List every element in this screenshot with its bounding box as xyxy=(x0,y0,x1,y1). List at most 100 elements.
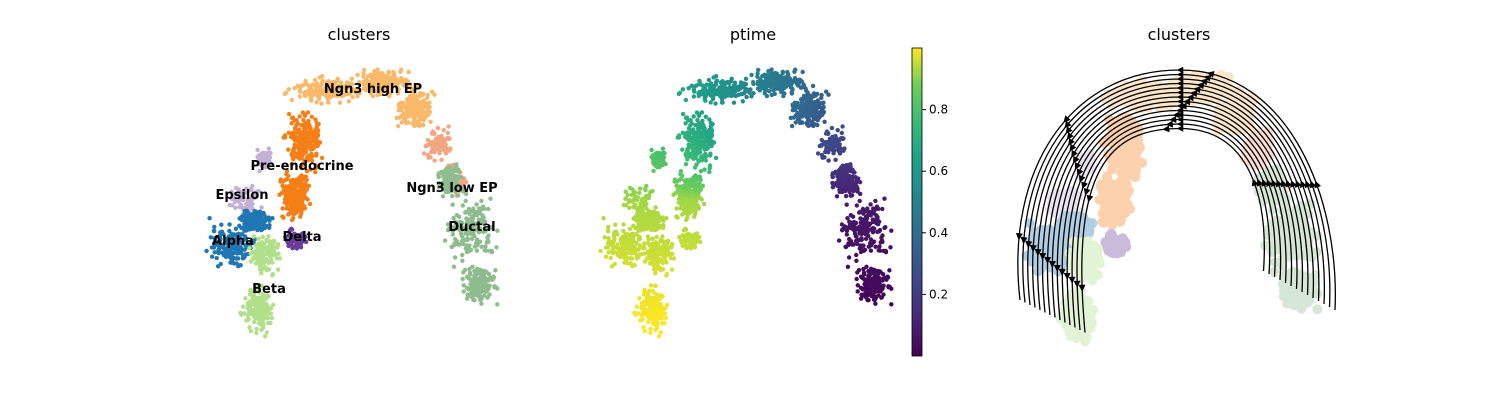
cell-point xyxy=(403,113,408,118)
cell-point xyxy=(281,187,287,192)
cell-point xyxy=(639,224,645,229)
cell-point xyxy=(306,158,311,163)
cell-point xyxy=(265,316,270,321)
cell-point xyxy=(603,254,609,259)
cell-point xyxy=(229,260,235,265)
cell-point xyxy=(318,83,323,89)
cell-point xyxy=(218,230,223,235)
cell-point xyxy=(606,250,611,255)
cell-point xyxy=(474,202,479,207)
cell-point xyxy=(792,76,798,81)
cell-point xyxy=(664,273,669,278)
cell-point xyxy=(660,294,665,299)
cell-point xyxy=(793,105,798,111)
cell-point xyxy=(292,153,298,158)
cell-point xyxy=(248,328,253,334)
cell-point xyxy=(410,121,416,127)
cell-point xyxy=(781,85,786,90)
cell-point xyxy=(638,202,644,207)
cell-point xyxy=(698,169,704,174)
cell-point xyxy=(423,101,429,106)
cell-point xyxy=(649,251,655,256)
cell-point xyxy=(640,300,645,305)
cell-point xyxy=(292,245,297,250)
cell-point xyxy=(489,248,494,254)
cell-point xyxy=(221,245,226,250)
cell-point xyxy=(787,76,793,81)
cell-point xyxy=(813,102,819,108)
cell-point xyxy=(319,155,325,161)
cell-point xyxy=(278,179,283,184)
cell-point xyxy=(488,196,493,201)
cell-point xyxy=(268,252,273,258)
cell-point xyxy=(471,297,476,303)
cell-point xyxy=(270,302,276,308)
cell-point xyxy=(371,81,376,87)
cell-point xyxy=(793,67,798,72)
cell-point xyxy=(696,196,701,201)
cell-point xyxy=(361,74,366,79)
cell-point xyxy=(288,178,293,183)
cell-point xyxy=(700,88,705,93)
cell-point xyxy=(873,301,878,306)
cell-point xyxy=(789,91,795,96)
cell-point xyxy=(432,147,438,152)
cell-point xyxy=(265,158,270,163)
cell-point xyxy=(704,138,710,144)
cell-point xyxy=(846,181,852,186)
cell-point xyxy=(450,202,455,207)
cell-point xyxy=(445,130,450,136)
cell-point xyxy=(608,255,613,261)
cell-point xyxy=(226,247,231,252)
cell-point xyxy=(862,272,867,277)
cell-point xyxy=(662,150,667,156)
cell-point xyxy=(659,158,664,163)
cell-point xyxy=(748,87,753,92)
cell-point xyxy=(639,304,644,310)
cell-point xyxy=(280,214,285,219)
cell-point xyxy=(889,302,894,307)
cell-point xyxy=(642,328,647,334)
cell-point xyxy=(286,147,291,152)
cell-point xyxy=(393,76,399,81)
cell-point xyxy=(854,252,859,258)
cell-point xyxy=(642,259,648,264)
cell-point xyxy=(463,209,469,215)
cell-point xyxy=(349,76,355,82)
cell-point xyxy=(384,75,390,81)
cell-point xyxy=(399,67,404,72)
cell-point xyxy=(256,295,261,301)
cell-point xyxy=(289,162,295,167)
cell-point xyxy=(306,88,311,93)
cell-point xyxy=(375,67,380,72)
cell-point xyxy=(314,134,320,139)
cell-point xyxy=(631,263,636,268)
cell-point xyxy=(884,277,889,282)
cell-point xyxy=(309,114,314,120)
cell-point xyxy=(250,308,255,313)
cell-point xyxy=(871,285,876,290)
cell-point xyxy=(289,217,295,223)
cell-point xyxy=(212,236,217,241)
cell-point xyxy=(247,325,252,330)
cell-point xyxy=(803,86,808,91)
cell-point xyxy=(248,259,254,264)
cell-point xyxy=(764,73,770,78)
cell-point xyxy=(237,234,242,240)
cell-point xyxy=(889,228,894,233)
cell-point xyxy=(661,245,666,250)
cell-point xyxy=(840,124,845,129)
cell-point xyxy=(401,83,407,88)
cell-point xyxy=(605,245,611,250)
cell-point xyxy=(866,209,871,214)
panel-ptime: ptime 0.20.40.60.8 xyxy=(598,25,948,357)
cell-point xyxy=(219,222,224,227)
cell-point xyxy=(229,196,234,201)
cell-point xyxy=(430,89,435,94)
cell-point xyxy=(313,169,318,175)
cell-point xyxy=(241,195,247,200)
cell-point xyxy=(307,123,312,128)
cell-point xyxy=(641,292,647,297)
cell-point xyxy=(355,94,360,99)
cell-point xyxy=(332,86,337,91)
